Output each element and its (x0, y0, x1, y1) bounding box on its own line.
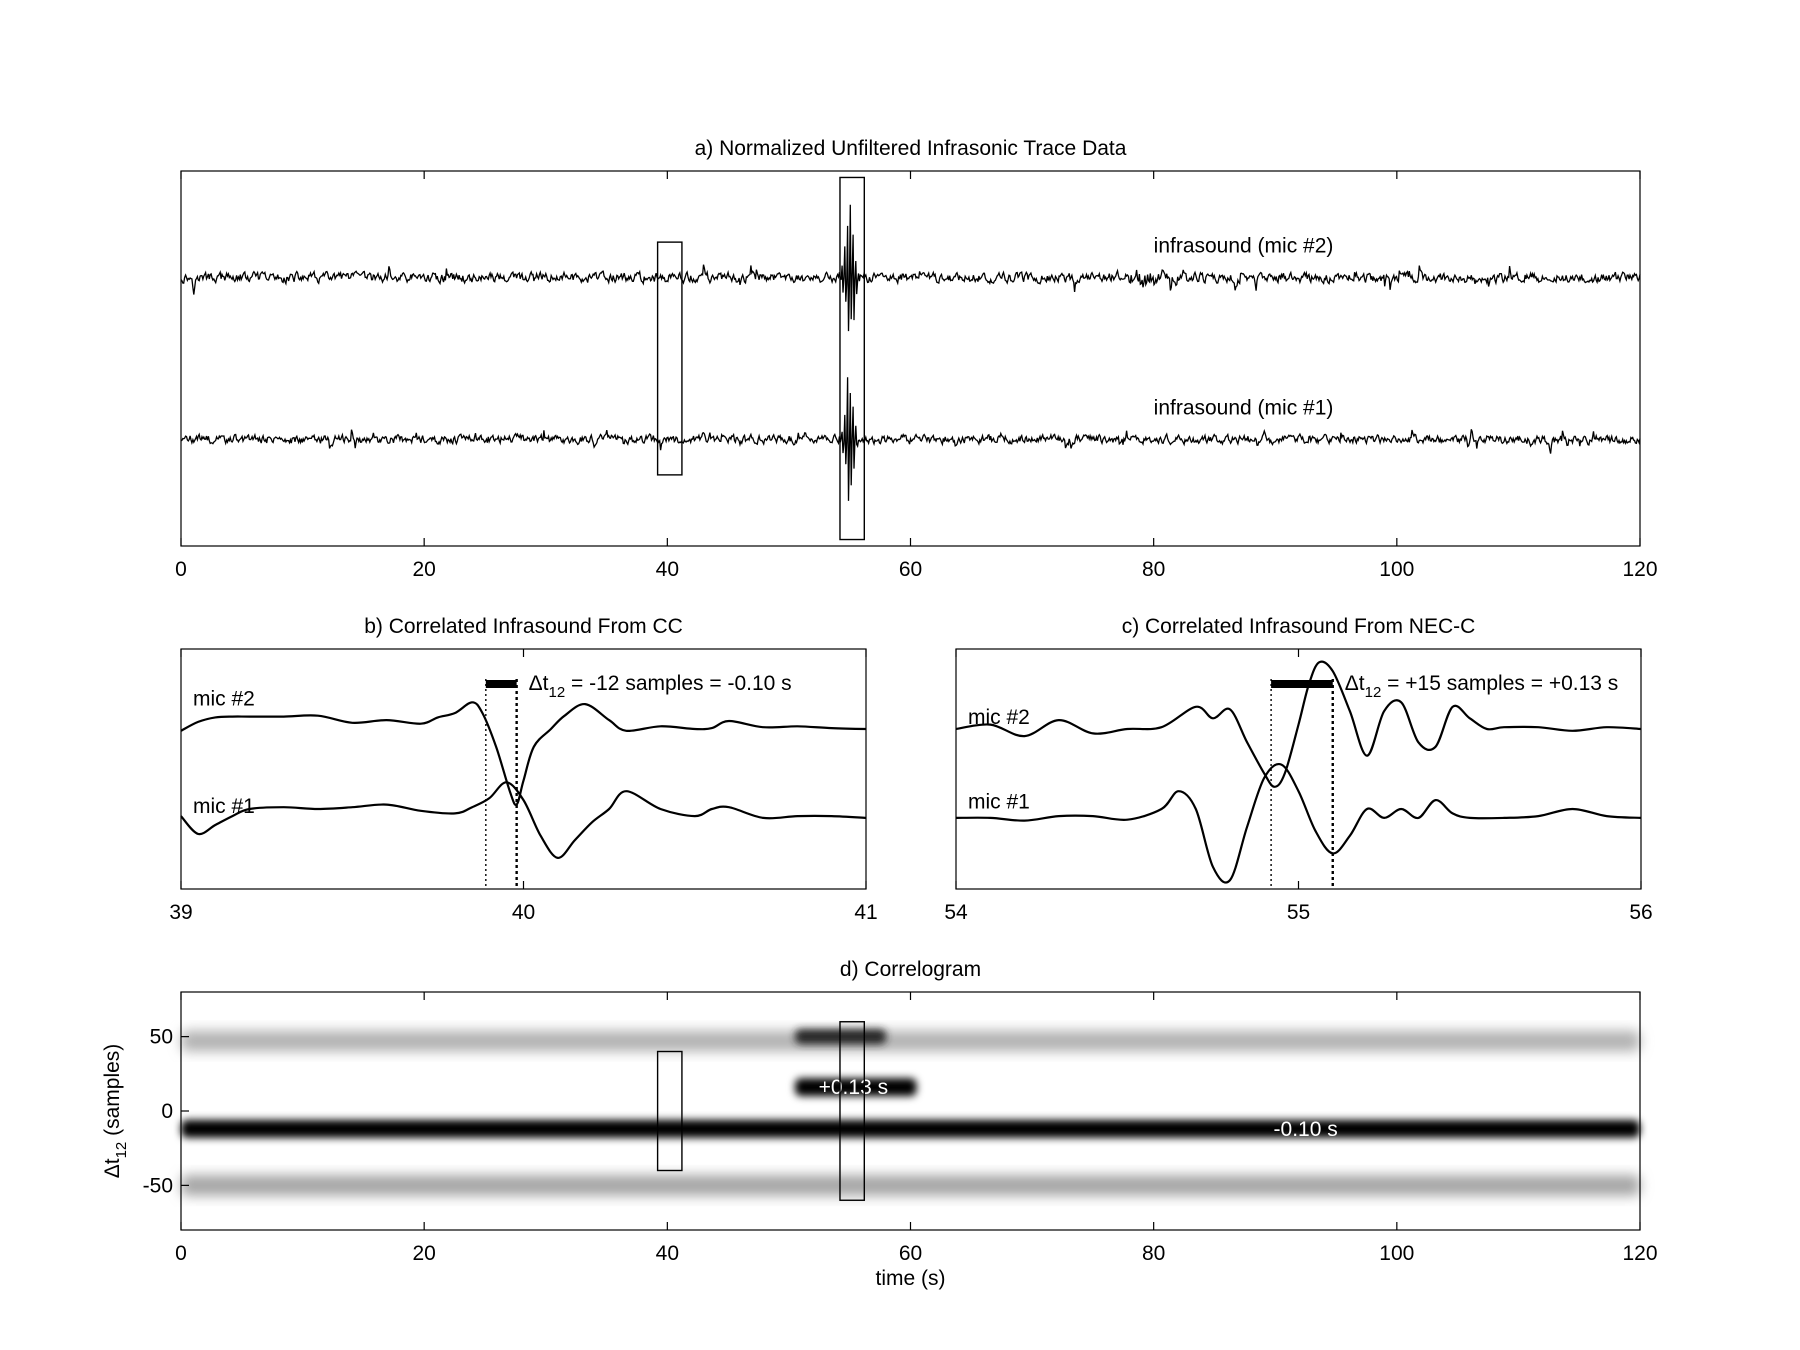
panel-b-series-label: mic #2 (193, 687, 255, 710)
panel-a-tick-label: 80 (1142, 558, 1165, 581)
panel-a-tick-label: 20 (412, 558, 435, 581)
panel-b-x-ticks: 39 40 41 (169, 649, 878, 924)
panel-d-title: d) Correlogram (840, 958, 981, 981)
panel-a-title: a) Normalized Unfiltered Infrasonic Trac… (695, 137, 1127, 160)
panel-d-band (181, 1119, 1640, 1138)
panel-a-tick-label: 60 (899, 558, 922, 581)
panel-c-x-ticks: 54 55 56 (944, 649, 1653, 924)
panel-d-tick-label: 0 (175, 1242, 187, 1265)
panel-c-nec: c) Correlated Infrasound From NEC-C mic … (944, 615, 1652, 924)
panel-a-trace-mic2 (180, 204, 1641, 332)
panel-a-trace-data: a) Normalized Unfiltered Infrasonic Trac… (175, 137, 1657, 581)
panel-a-plot-area: infrasound (mic #2) infrasound (mic #1) (180, 170, 1641, 547)
panel-a-highlight-box (839, 176, 865, 541)
panel-a-trace-mic1 (180, 377, 1641, 501)
panel-c-tick-label: 55 (1287, 901, 1310, 924)
panel-b-wave-mic1 (180, 781, 867, 859)
panel-a-tick-label: 40 (656, 558, 679, 581)
panel-d-tick-label: 100 (1379, 1242, 1414, 1265)
panel-b-tick-label: 39 (169, 901, 192, 924)
panel-d-tick-label: 120 (1622, 1242, 1657, 1265)
panel-d-highlight-box (656, 1050, 683, 1172)
panel-a-trace-label: infrasound (mic #1) (1154, 396, 1334, 419)
panel-d-y-axis-label: Δt12 (samples) (101, 1044, 130, 1179)
panel-d-tick-label: 20 (412, 1242, 435, 1265)
panel-d-tick-label: 60 (899, 1242, 922, 1265)
panel-b-cc: b) Correlated Infrasound From CC mic #2 m… (169, 615, 877, 924)
panel-c-title: c) Correlated Infrasound From NEC-C (1122, 615, 1476, 638)
panel-c-wave-mic1 (955, 762, 1642, 884)
panel-d-tick-label: 40 (656, 1242, 679, 1265)
panel-a-tick-label: 100 (1379, 558, 1414, 581)
panel-c-tick-label: 56 (1629, 901, 1652, 924)
panel-d-annotation: +0.13 s (819, 1076, 888, 1099)
panel-c-tick-label: 54 (944, 901, 968, 924)
panel-d-bands (181, 1029, 1640, 1196)
panel-d-plot-area: +0.13 s -0.10 s (180, 991, 1641, 1231)
panel-c-wave-mic2 (955, 660, 1642, 788)
panel-c-series-label: mic #1 (968, 791, 1030, 814)
panel-d-y-tick-label: -50 (143, 1174, 173, 1197)
panel-d-correlogram: d) Correlogram +0.13 s -0.10 s 0 20 40 60 80 1… (101, 958, 1658, 1290)
panel-d-y-tick-label: 0 (161, 1100, 173, 1123)
panel-d-y-tick-label: 50 (150, 1026, 173, 1049)
panel-a-tick-label: 0 (175, 558, 187, 581)
panel-a-trace-label: infrasound (mic #2) (1154, 235, 1334, 258)
panel-b-tick-label: 40 (512, 901, 535, 924)
panel-d-band (794, 1078, 917, 1097)
panel-d-x-axis-label: time (s) (876, 1267, 946, 1290)
panel-a-highlight-box (656, 241, 683, 476)
panel-b-tick-label: 41 (854, 901, 877, 924)
panel-a-tick-label: 120 (1622, 558, 1657, 581)
panel-b-series-label: mic #1 (193, 795, 255, 818)
panel-b-delay-annotation: Δt12 = -12 samples = -0.10 s (529, 672, 792, 701)
panel-d-band (181, 1030, 1640, 1052)
panel-d-ticks: 0 20 40 60 80 100 120 50 0 -50 (143, 992, 1658, 1265)
panel-c-series-label: mic #2 (968, 706, 1030, 729)
panel-c-delay-annotation: Δt12 = +15 samples = +0.13 s (1345, 672, 1619, 701)
panel-d-highlight-box (839, 1021, 865, 1201)
panel-a-x-ticks: 0 20 40 60 80 100 120 (175, 171, 1658, 581)
panel-b-wave-mic2 (180, 701, 867, 807)
panel-d-annotation: -0.10 s (1274, 1118, 1338, 1141)
panel-a-frame (180, 170, 1641, 547)
panel-b-title: b) Correlated Infrasound From CC (364, 615, 683, 638)
panel-d-band (181, 1174, 1640, 1196)
panel-d-tick-label: 80 (1142, 1242, 1165, 1265)
